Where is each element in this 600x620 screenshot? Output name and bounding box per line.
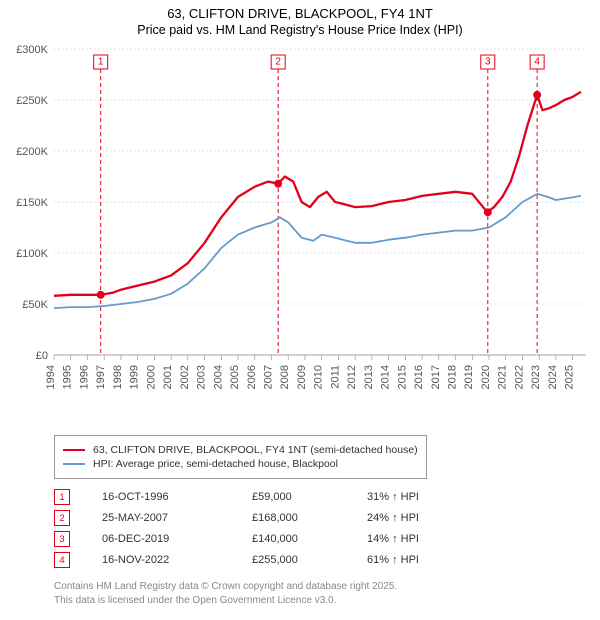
legend-item: 63, CLIFTON DRIVE, BLACKPOOL, FY4 1NT (s… [63,444,418,456]
x-tick-label: 2000 [145,365,157,389]
x-tick-label: 1994 [45,365,57,389]
marker-number: 1 [98,57,104,68]
transaction-marker-box: 3 [54,531,70,547]
x-tick-label: 2013 [363,365,375,389]
marker-number: 2 [275,57,281,68]
x-tick-label: 2022 [513,365,525,389]
x-tick-label: 2015 [396,365,408,389]
y-tick-label: £150K [16,197,48,209]
transaction-marker-box: 2 [54,510,70,526]
transaction-diff: 14% ↑ HPI [367,533,467,545]
footer-line2: This data is licensed under the Open Gov… [54,594,600,608]
legend-swatch [63,449,85,451]
x-tick-label: 2017 [430,365,442,389]
x-tick-label: 1995 [62,365,74,389]
series-line [54,92,581,296]
x-tick-label: 2020 [480,365,492,389]
x-tick-label: 2024 [547,365,559,389]
x-tick-label: 2007 [262,365,274,389]
transaction-date: 25-MAY-2007 [102,512,252,524]
transaction-diff: 24% ↑ HPI [367,512,467,524]
chart-title-line2: Price paid vs. HM Land Registry's House … [0,23,600,37]
x-tick-label: 1998 [112,365,124,389]
x-tick-label: 2003 [196,365,208,389]
x-tick-label: 2008 [279,365,291,389]
x-tick-label: 1997 [95,365,107,389]
transaction-date: 16-OCT-1996 [102,491,252,503]
transaction-diff: 31% ↑ HPI [367,491,467,503]
transaction-price: £140,000 [252,533,367,545]
transaction-date: 06-DEC-2019 [102,533,252,545]
y-tick-label: £100K [16,248,48,260]
x-tick-label: 2021 [497,365,509,389]
footer-line1: Contains HM Land Registry data © Crown c… [54,580,600,594]
legend-box: 63, CLIFTON DRIVE, BLACKPOOL, FY4 1NT (s… [54,435,427,479]
transaction-price: £59,000 [252,491,367,503]
chart-svg: £0 £50K £100K £150K £200K £250K £300K 1994 1995 1… [6,45,594,425]
marker-number: 4 [534,57,540,68]
transaction-row: 2 25-MAY-2007£168,00024% ↑ HPI [54,510,600,526]
x-tick-label: 1999 [129,365,141,389]
transaction-date: 16-NOV-2022 [102,554,252,566]
marker-dot [274,180,282,188]
y-tick-label: £300K [16,45,48,56]
legend-item: HPI: Average price, semi-detached house,… [63,458,418,470]
legend-swatch [63,463,85,465]
y-tick-label: £0 [36,350,48,362]
transaction-row: 3 06-DEC-2019£140,00014% ↑ HPI [54,531,600,547]
x-tick-label: 2006 [246,365,258,389]
transaction-marker-box: 1 [54,489,70,505]
x-tick-label: 2011 [329,365,341,389]
transaction-price: £168,000 [252,512,367,524]
marker-dot [484,208,492,216]
transaction-diff: 61% ↑ HPI [367,554,467,566]
x-tick-label: 2025 [564,365,576,389]
marker-dot [97,291,105,299]
marker-number: 3 [485,57,491,68]
legend-label: HPI: Average price, semi-detached house,… [93,458,338,470]
x-tick-label: 2001 [162,365,174,389]
chart-title-line1: 63, CLIFTON DRIVE, BLACKPOOL, FY4 1NT [0,6,600,21]
chart-title-block: 63, CLIFTON DRIVE, BLACKPOOL, FY4 1NT Pr… [0,0,600,37]
x-tick-label: 2016 [413,365,425,389]
y-tick-label: £250K [16,95,48,107]
footer-attribution: Contains HM Land Registry data © Crown c… [54,580,600,607]
x-tick-label: 2019 [463,365,475,389]
x-tick-label: 2002 [179,365,191,389]
y-tick-label: £50K [22,299,48,311]
x-tick-label: 2004 [212,365,224,389]
x-tick-label: 2014 [380,365,392,389]
x-tick-label: 2012 [346,365,358,389]
transaction-row: 1 16-OCT-1996£59,00031% ↑ HPI [54,489,600,505]
x-tick-label: 1996 [78,365,90,389]
x-tick-label: 2005 [229,365,241,389]
x-tick-label: 2009 [296,365,308,389]
transaction-row: 4 16-NOV-2022£255,00061% ↑ HPI [54,552,600,568]
transactions-table: 1 16-OCT-1996£59,00031% ↑ HPI 2 25-MAY-2007… [54,489,600,568]
series-line [54,194,581,308]
chart-area: £0 £50K £100K £150K £200K £250K £300K 1994 1995 1… [6,45,594,425]
transaction-marker-box: 4 [54,552,70,568]
y-tick-label: £200K [16,146,48,158]
x-tick-label: 2018 [447,365,459,389]
marker-dot [533,91,541,99]
legend-label: 63, CLIFTON DRIVE, BLACKPOOL, FY4 1NT (s… [93,444,418,456]
transaction-price: £255,000 [252,554,367,566]
x-tick-label: 2023 [530,365,542,389]
x-tick-label: 2010 [313,365,325,389]
